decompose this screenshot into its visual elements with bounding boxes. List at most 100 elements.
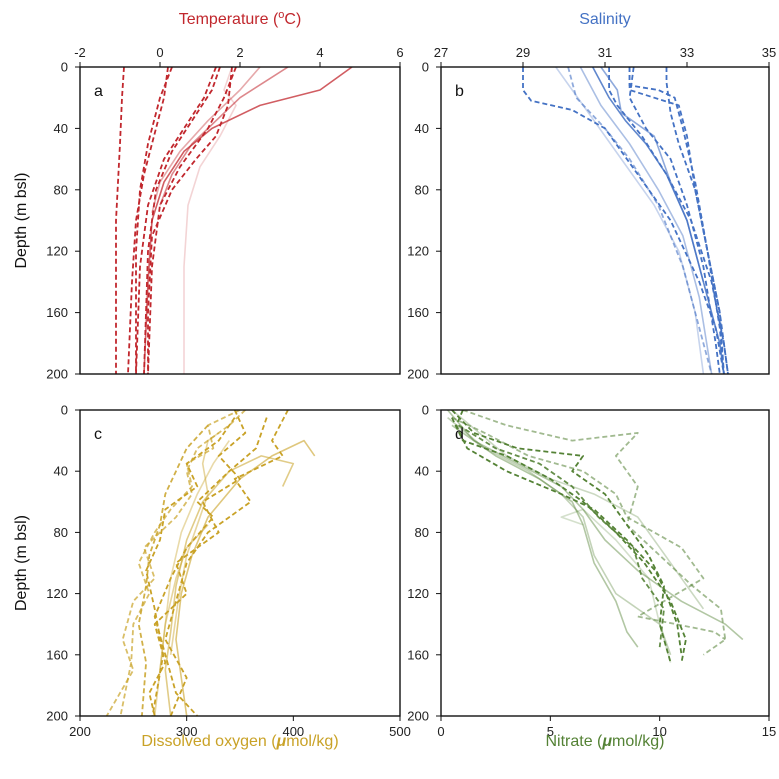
series-line-a-6 <box>147 67 233 374</box>
x-tick-label: 31 <box>598 45 612 60</box>
x-tick-label: 10 <box>652 724 666 739</box>
series-line-a-3 <box>135 67 217 374</box>
series-line-d-6 <box>446 410 744 641</box>
x-tick-label: 500 <box>389 724 411 739</box>
series-line-b-1 <box>608 67 729 374</box>
y-tick-label: 200 <box>46 367 68 382</box>
x-tick-label: 33 <box>680 45 694 60</box>
y-tick-label: 160 <box>407 305 429 320</box>
series-line-d-2 <box>451 410 672 663</box>
series-group <box>446 410 744 663</box>
series-line-b-2 <box>628 67 725 374</box>
x-axis-title: Nitrate (μmol/kg) <box>545 733 664 750</box>
series-line-b-7 <box>591 67 725 374</box>
series-line-a-2 <box>135 67 173 374</box>
x-tick-label: 300 <box>176 724 198 739</box>
y-axis-title: Depth (m bsl) <box>13 172 30 268</box>
y-tick-label: 160 <box>46 305 68 320</box>
y-tick-label: 80 <box>415 525 429 540</box>
series-line-c-7 <box>175 439 316 716</box>
series-line-b-10 <box>555 67 705 374</box>
y-tick-label: 120 <box>407 586 429 601</box>
y-tick-label: 200 <box>407 367 429 382</box>
series-line-d-3 <box>458 424 665 648</box>
y-tick-label: 0 <box>61 60 68 75</box>
x-tick-label: 6 <box>396 45 403 60</box>
series-line-a-5 <box>147 67 237 374</box>
series-line-c-8 <box>164 455 295 716</box>
y-tick-label: 40 <box>54 121 68 136</box>
y-tick-label: 0 <box>422 60 429 75</box>
x-tick-label: -2 <box>74 45 86 60</box>
series-line-d-5 <box>451 416 726 641</box>
series-line-a-1 <box>127 67 169 374</box>
y-tick-label: 160 <box>407 647 429 662</box>
x-tick-label: 27 <box>434 45 448 60</box>
series-line-c-10 <box>153 524 209 716</box>
x-tick-label: 400 <box>282 724 304 739</box>
series-group <box>115 67 353 374</box>
x-tick-label: 0 <box>437 724 444 739</box>
series-line-b-9 <box>579 67 713 374</box>
series-line-d-9 <box>560 508 672 663</box>
series-line-a-8 <box>159 67 289 206</box>
y-tick-label: 0 <box>61 403 68 418</box>
y-tick-label: 80 <box>54 525 68 540</box>
x-tick-label: 0 <box>156 45 163 60</box>
plot-frame <box>440 409 770 717</box>
series-line-a-7 <box>143 67 353 374</box>
x-axis-title: Dissolved oxygen (μmol/kg) <box>141 733 338 750</box>
series-line-a-10 <box>183 67 237 374</box>
series-line-c-6 <box>137 424 209 716</box>
series-line-b-8 <box>600 67 705 283</box>
x-axis-title: Temperature (oC) <box>179 9 302 28</box>
x-tick-label: 29 <box>516 45 530 60</box>
series-line-a-9 <box>151 67 261 214</box>
x-tick-label: 15 <box>762 724 776 739</box>
plot-frame <box>79 409 401 717</box>
x-tick-label: 4 <box>316 45 323 60</box>
y-tick-label: 200 <box>46 709 68 724</box>
series-line-a-4 <box>143 67 221 374</box>
series-group <box>522 67 729 374</box>
panel-letter: b <box>455 83 464 100</box>
series-line-c-2 <box>153 417 268 716</box>
x-tick-label: 2 <box>236 45 243 60</box>
y-tick-label: 120 <box>46 244 68 259</box>
panel-b: 27 29 31 33 35 0 40 80 120 160 200 b Salinity <box>407 11 776 382</box>
series-line-d-10 <box>451 410 705 610</box>
series-line-d-8 <box>447 416 672 656</box>
series-group <box>105 410 316 716</box>
y-tick-label: 80 <box>415 182 429 197</box>
series-line-c-0 <box>148 410 247 716</box>
series-line-d-4 <box>462 410 727 656</box>
panel-letter: c <box>94 426 102 443</box>
series-line-b-5 <box>628 67 721 374</box>
series-line-d-7 <box>451 424 639 648</box>
y-tick-label: 40 <box>54 464 68 479</box>
plot-frame <box>79 66 401 375</box>
series-line-b-3 <box>628 67 725 374</box>
y-tick-label: 120 <box>407 244 429 259</box>
series-line-c-1 <box>164 410 289 716</box>
series-line-c-4 <box>105 410 246 716</box>
series-line-d-1 <box>451 417 687 663</box>
series-line-c-3 <box>145 417 236 716</box>
series-line-c-9 <box>169 432 220 655</box>
y-axis-title: Depth (m bsl) <box>13 515 30 611</box>
y-tick-label: 200 <box>407 709 429 724</box>
series-line-c-5 <box>119 410 241 716</box>
x-tick-label: 200 <box>69 724 91 739</box>
y-tick-label: 0 <box>422 403 429 418</box>
series-line-b-4 <box>665 67 729 374</box>
panel-a: -2 0 2 4 6 0 40 80 120 160 200 a Temperature (oC) Dep… <box>13 9 404 382</box>
y-tick-label: 40 <box>415 464 429 479</box>
series-line-c-11 <box>159 440 230 671</box>
y-tick-label: 40 <box>415 121 429 136</box>
panel-letter: a <box>94 83 103 100</box>
y-tick-label: 80 <box>54 182 68 197</box>
y-tick-label: 120 <box>46 586 68 601</box>
series-line-a-0 <box>115 67 125 374</box>
x-tick-label: 5 <box>547 724 554 739</box>
